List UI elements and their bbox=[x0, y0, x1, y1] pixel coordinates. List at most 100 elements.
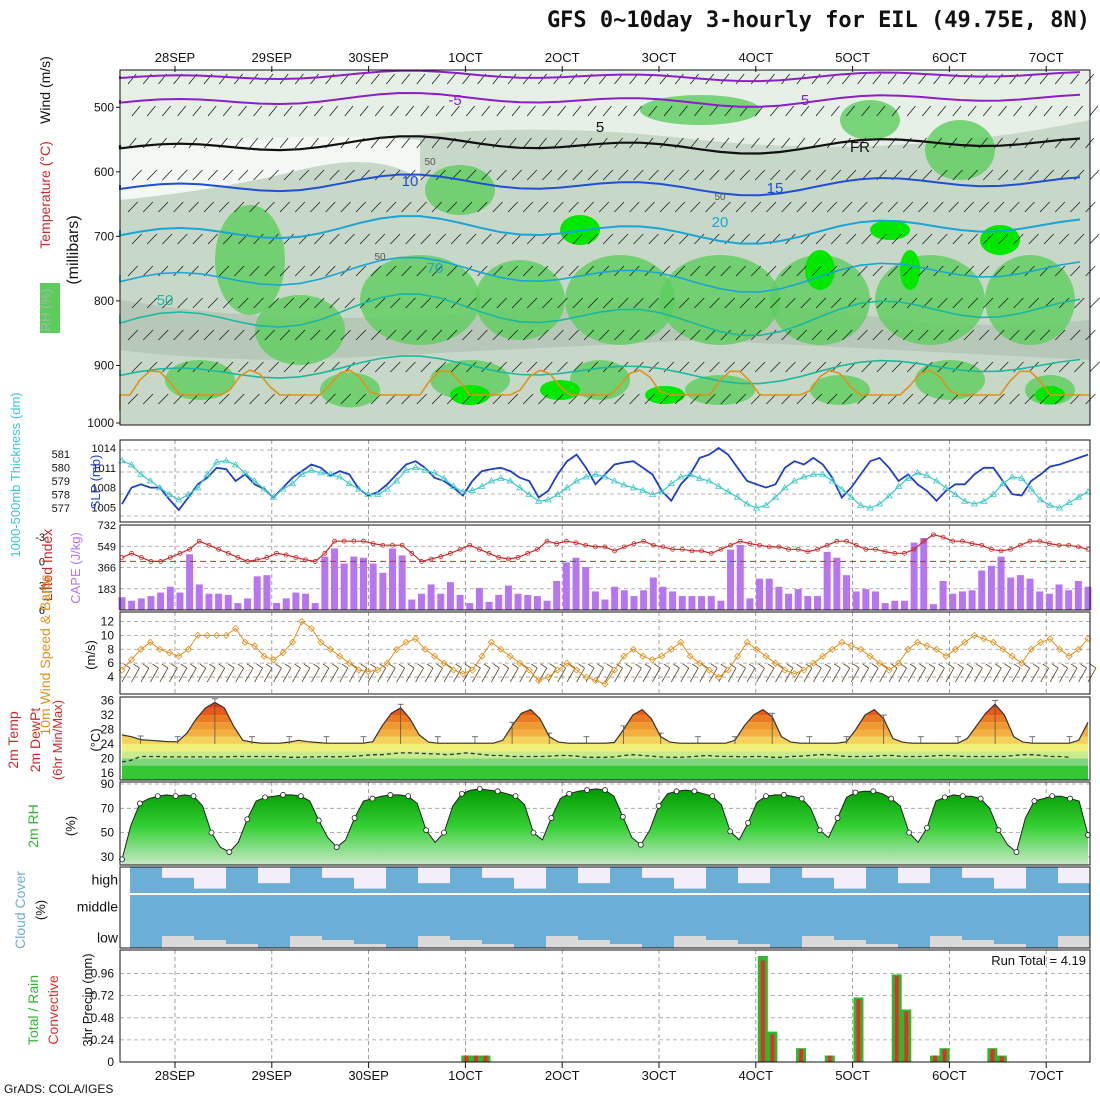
wind-barb bbox=[162, 105, 171, 117]
li-marker bbox=[129, 550, 135, 556]
li-marker bbox=[863, 546, 869, 552]
wind-barb-flag bbox=[1089, 663, 1097, 669]
thickness-marker bbox=[970, 500, 979, 507]
wind-barb bbox=[781, 265, 792, 277]
thickness-marker bbox=[127, 461, 136, 468]
wind-speed-marker bbox=[506, 652, 514, 660]
rh-marker bbox=[351, 815, 358, 821]
wind-barb bbox=[648, 169, 659, 181]
wind-barb bbox=[477, 201, 488, 213]
rh-marker bbox=[834, 815, 841, 821]
wind-barb bbox=[629, 73, 639, 85]
wind-barb bbox=[386, 73, 395, 85]
label-convective: Convective bbox=[45, 975, 61, 1044]
wind-barb bbox=[811, 393, 823, 405]
date-label-bottom: 6OCT bbox=[932, 1068, 967, 1083]
wind-speed-marker bbox=[241, 638, 249, 646]
temp-band bbox=[122, 702, 1088, 708]
wind-barb bbox=[937, 105, 947, 117]
wind-barb bbox=[222, 361, 234, 373]
rh-marker bbox=[423, 827, 430, 834]
wind-barb bbox=[264, 137, 274, 149]
thickness-marker bbox=[345, 479, 354, 487]
wind-barb bbox=[602, 233, 614, 245]
temp-band bbox=[122, 751, 1088, 759]
wind-barb bbox=[192, 297, 203, 309]
wind-barb bbox=[158, 137, 167, 149]
wind-barb bbox=[891, 297, 903, 309]
precip-convective-bar bbox=[799, 1049, 804, 1062]
wind-barb bbox=[416, 137, 426, 149]
wind-speed-marker bbox=[942, 652, 950, 660]
cape-bar bbox=[176, 592, 184, 610]
wind-barb-flag bbox=[133, 663, 140, 669]
contour-label: 15 bbox=[767, 180, 784, 197]
rh-marker bbox=[798, 795, 805, 802]
wind-speed-marker bbox=[734, 652, 742, 660]
wind-barb bbox=[507, 329, 519, 341]
thickness-marker bbox=[392, 477, 401, 484]
wind-speed-marker bbox=[1074, 645, 1083, 653]
wind-barb bbox=[234, 265, 245, 277]
thickness-marker bbox=[402, 466, 410, 473]
wind-barb bbox=[496, 169, 507, 181]
label-cape: CAPE (J/kg) bbox=[68, 532, 83, 604]
wind-barb bbox=[644, 201, 655, 213]
date-label-bottom: 3OCT bbox=[642, 1068, 677, 1083]
cloud-high-fill bbox=[674, 867, 706, 889]
cape-bar bbox=[814, 596, 822, 610]
thickness-marker bbox=[165, 490, 174, 497]
wind-barb bbox=[648, 233, 659, 245]
wind-barb bbox=[614, 201, 625, 213]
wind-barb bbox=[177, 169, 188, 181]
wind-barb bbox=[466, 297, 477, 309]
date-label-top: 30SEP bbox=[348, 50, 388, 65]
wind-speed-marker bbox=[970, 631, 978, 639]
thickness-marker bbox=[241, 469, 249, 476]
wind-barb bbox=[1013, 105, 1023, 117]
cape-bar bbox=[707, 596, 715, 610]
wind-speed-marker bbox=[1027, 645, 1035, 653]
li-marker bbox=[631, 541, 637, 547]
wind-barb bbox=[811, 329, 823, 341]
wind-barb-flag bbox=[796, 663, 803, 669]
li-marker bbox=[515, 554, 521, 560]
wind-barb bbox=[390, 105, 399, 117]
wind-speed-line bbox=[121, 620, 1089, 685]
label-rh: RH (%) bbox=[38, 289, 53, 332]
wind-barb-flag bbox=[445, 663, 453, 669]
thickness-marker bbox=[534, 497, 543, 504]
thickness-marker bbox=[743, 500, 751, 507]
thickness-marker bbox=[137, 470, 145, 477]
li-marker bbox=[274, 550, 279, 556]
wind-barb-flag bbox=[673, 663, 680, 669]
wind-barb bbox=[1028, 105, 1038, 117]
cape-tick-label: 549 bbox=[98, 541, 116, 553]
li-marker bbox=[457, 546, 463, 552]
contour-label: -5 bbox=[448, 92, 461, 109]
wind-barb bbox=[462, 265, 473, 277]
wind-barb-flag bbox=[767, 663, 775, 669]
wind-barb bbox=[481, 233, 492, 245]
wind-barb bbox=[705, 393, 716, 405]
wind-barb bbox=[598, 265, 610, 277]
wind-barb-flag bbox=[161, 663, 169, 669]
li-marker bbox=[534, 546, 540, 552]
wind-barb bbox=[948, 329, 959, 341]
cape-bar bbox=[1065, 590, 1073, 610]
wind-barb bbox=[283, 169, 294, 181]
wind-barb bbox=[207, 169, 218, 181]
wind-barb bbox=[750, 393, 762, 405]
wind-barb bbox=[735, 137, 745, 149]
li-marker bbox=[747, 541, 753, 547]
wind-barb bbox=[800, 361, 811, 373]
wind-tick-label: 6 bbox=[107, 656, 114, 670]
cape-bar bbox=[804, 596, 812, 610]
rh-marker bbox=[262, 794, 269, 801]
rh-saturated-blob bbox=[980, 225, 1020, 255]
wind-barb bbox=[374, 233, 386, 245]
cape-bar bbox=[263, 575, 271, 610]
wind-barb bbox=[162, 233, 173, 245]
contour-label: 5 bbox=[801, 92, 809, 109]
wind-barb bbox=[446, 393, 458, 405]
